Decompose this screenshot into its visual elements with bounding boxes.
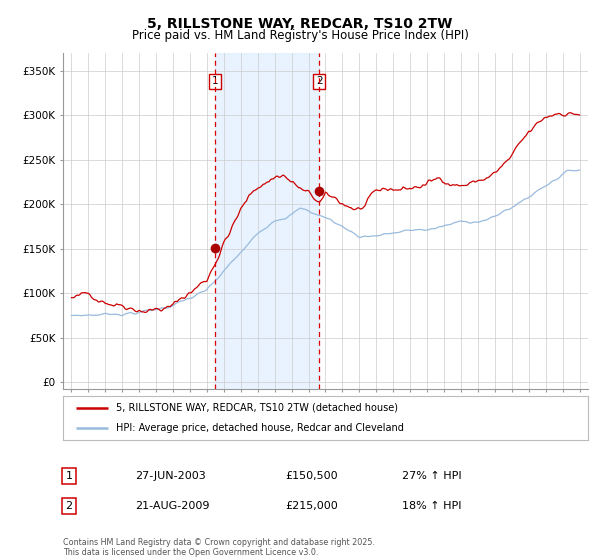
Text: £150,500: £150,500 [285,471,338,481]
Text: 18% ↑ HPI: 18% ↑ HPI [402,501,461,511]
Text: Price paid vs. HM Land Registry's House Price Index (HPI): Price paid vs. HM Land Registry's House … [131,29,469,42]
Bar [215,53,319,389]
Text: 2: 2 [316,76,323,86]
Text: HPI: Average price, detached house, Redcar and Cleveland: HPI: Average price, detached house, Redc… [115,423,403,433]
Text: 5, RILLSTONE WAY, REDCAR, TS10 2TW (detached house): 5, RILLSTONE WAY, REDCAR, TS10 2TW (deta… [115,403,398,413]
Text: 27-JUN-2003: 27-JUN-2003 [135,471,206,481]
Text: 1: 1 [212,76,218,86]
Text: £215,000: £215,000 [285,501,338,511]
Text: 21-AUG-2009: 21-AUG-2009 [135,501,209,511]
Text: Contains HM Land Registry data © Crown copyright and database right 2025.
This d: Contains HM Land Registry data © Crown c… [63,538,375,557]
Text: 1: 1 [65,471,73,481]
Text: 2: 2 [65,501,73,511]
Text: 5, RILLSTONE WAY, REDCAR, TS10 2TW: 5, RILLSTONE WAY, REDCAR, TS10 2TW [148,17,452,31]
Text: 27% ↑ HPI: 27% ↑ HPI [402,471,461,481]
